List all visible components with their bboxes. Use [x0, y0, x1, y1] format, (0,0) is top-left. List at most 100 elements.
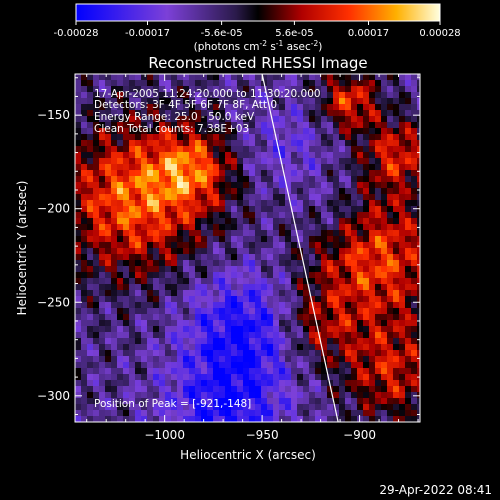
heatmap-cell — [201, 128, 208, 135]
heatmap-cell — [75, 140, 82, 147]
heatmap-cell — [321, 374, 328, 381]
heatmap-cell — [321, 122, 328, 129]
heatmap-cell — [153, 302, 160, 309]
heatmap-cell — [105, 410, 112, 417]
heatmap-cell — [333, 104, 340, 111]
heatmap-cell — [375, 194, 382, 201]
heatmap-cell — [219, 260, 226, 267]
heatmap-cell — [105, 374, 112, 381]
heatmap-cell — [159, 152, 166, 159]
heatmap-cell — [93, 122, 100, 129]
heatmap-cell — [321, 140, 328, 147]
heatmap-cell — [225, 218, 232, 225]
heatmap-cell — [339, 110, 346, 117]
heatmap-cell — [177, 266, 184, 273]
heatmap-cell — [369, 158, 376, 165]
heatmap-cell — [225, 260, 232, 267]
heatmap-cell — [309, 314, 316, 321]
heatmap-cell — [249, 98, 256, 105]
heatmap-cell — [171, 92, 178, 99]
heatmap-cell — [171, 254, 178, 261]
heatmap-cell — [93, 278, 100, 285]
heatmap-cell — [153, 254, 160, 261]
heatmap-cell — [159, 110, 166, 117]
heatmap-cell — [351, 302, 358, 309]
heatmap-cell — [111, 170, 118, 177]
heatmap-cell — [75, 368, 82, 375]
heatmap-cell — [237, 158, 244, 165]
heatmap-cell — [303, 92, 310, 99]
heatmap-cell — [81, 386, 88, 393]
heatmap-cell — [357, 368, 364, 375]
heatmap-cell — [369, 362, 376, 369]
heatmap-cell — [213, 164, 220, 171]
heatmap-cell — [309, 164, 316, 171]
heatmap-cell — [81, 80, 88, 87]
heatmap-cell — [135, 356, 142, 363]
heatmap-cell — [195, 182, 202, 189]
heatmap-cell — [213, 338, 220, 345]
heatmap-cell — [393, 338, 400, 345]
heatmap-cell — [285, 86, 292, 93]
heatmap-cell — [303, 116, 310, 123]
heatmap-cell — [153, 188, 160, 195]
heatmap-cell — [381, 134, 388, 141]
heatmap-cell — [147, 218, 154, 225]
heatmap-cell — [297, 368, 304, 375]
heatmap-cell — [393, 314, 400, 321]
heatmap-cell — [207, 158, 214, 165]
heatmap-cell — [405, 344, 412, 351]
heatmap-cell — [99, 368, 106, 375]
heatmap-cell — [75, 320, 82, 327]
heatmap-cell — [105, 74, 112, 81]
heatmap-cell — [387, 416, 394, 422]
heatmap-cell — [405, 92, 412, 99]
heatmap-cell — [255, 164, 262, 171]
heatmap-cell — [315, 392, 322, 399]
heatmap-cell — [231, 290, 238, 297]
heatmap-cell — [135, 314, 142, 321]
heatmap-cell — [399, 254, 406, 261]
heatmap-cell — [87, 314, 94, 321]
heatmap-cell — [285, 344, 292, 351]
heatmap-cell — [225, 242, 232, 249]
heatmap-cell — [363, 152, 370, 159]
heatmap-cell — [363, 296, 370, 303]
heatmap-cell — [369, 374, 376, 381]
heatmap-cell — [135, 254, 142, 261]
heatmap-cell — [75, 278, 82, 285]
heatmap-cell — [381, 86, 388, 93]
heatmap-cell — [135, 188, 142, 195]
axis-ticks: −1000 −950 −900−150−200−250−300 — [37, 74, 420, 442]
heatmap-cell — [297, 206, 304, 213]
heatmap-cell — [297, 194, 304, 201]
heatmap-cell — [357, 188, 364, 195]
heatmap-cell — [117, 236, 124, 243]
heatmap-cell — [117, 296, 124, 303]
heatmap-cell — [75, 176, 82, 183]
heatmap-cell — [189, 134, 196, 141]
heatmap-cell — [315, 176, 322, 183]
heatmap-cell — [303, 212, 310, 219]
heatmap-cell — [417, 242, 420, 249]
heatmap-cell — [243, 110, 250, 117]
heatmap-cell — [345, 128, 352, 135]
heatmap-cell — [411, 146, 418, 153]
heatmap-cell — [369, 272, 376, 279]
heatmap-cell — [111, 212, 118, 219]
heatmap-cell — [321, 272, 328, 279]
heatmap-cell — [381, 182, 388, 189]
heatmap-cell — [231, 146, 238, 153]
heatmap-cell — [87, 146, 94, 153]
heatmap-cell — [153, 374, 160, 381]
heatmap-cell — [345, 194, 352, 201]
heatmap-cell — [141, 74, 148, 81]
heatmap-cell — [129, 416, 136, 422]
heatmap-cell — [279, 128, 286, 135]
heatmap-cell — [189, 236, 196, 243]
heatmap-cell — [273, 98, 280, 105]
heatmap-cell — [231, 338, 238, 345]
heatmap-cell — [363, 344, 370, 351]
heatmap-cell — [309, 236, 316, 243]
heatmap-cell — [183, 92, 190, 99]
